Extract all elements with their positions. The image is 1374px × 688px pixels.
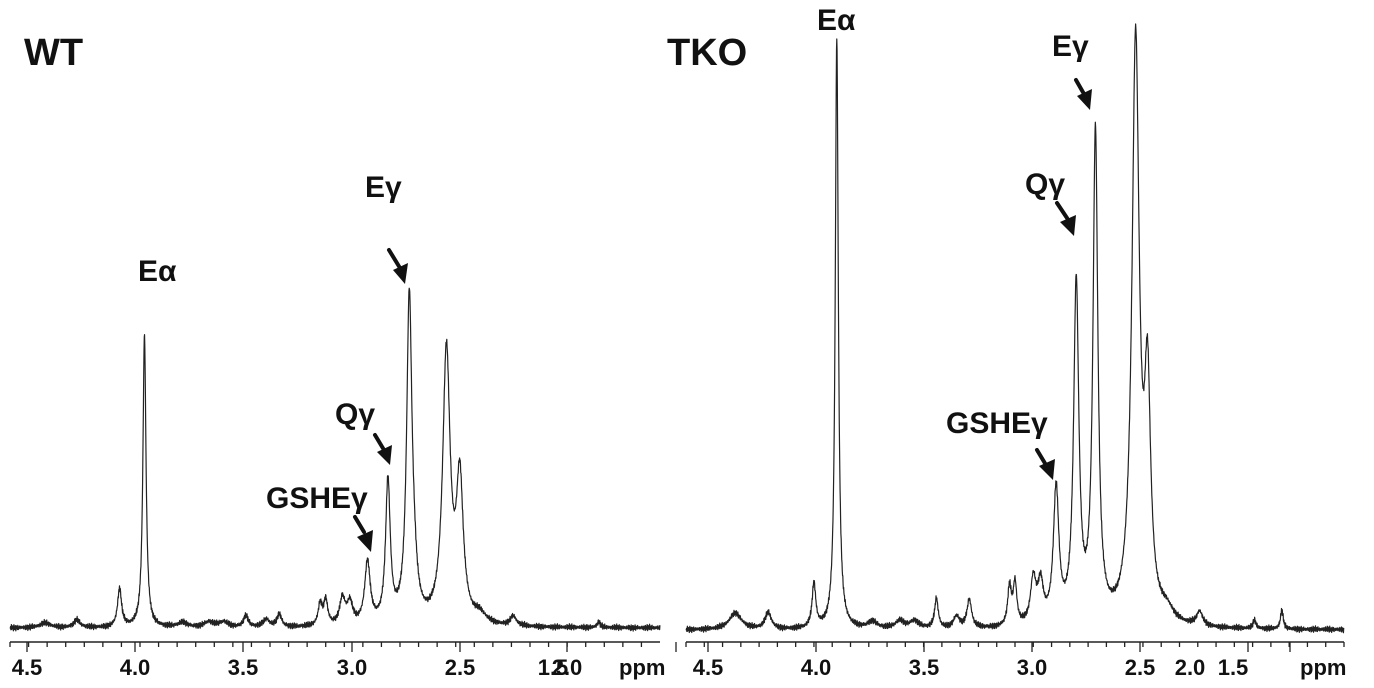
tko-tick-label: 2.5 bbox=[1125, 655, 1156, 680]
tko-tick-label: 4.0 bbox=[801, 655, 832, 680]
tko-label-q-gamma: Qγ bbox=[1025, 168, 1065, 201]
tko-tick-label: 1.5 bbox=[1218, 655, 1249, 680]
wt-panel-title: WT bbox=[24, 32, 83, 74]
tko-panel: TKO 4.5 4.0 3.5 3.0 2.5 2.0 1.5 ppm Eα E… bbox=[667, 4, 1346, 680]
wt-x-axis-unit: ppm bbox=[619, 655, 665, 680]
tko-arrow-gshe-gamma bbox=[1035, 448, 1055, 480]
tko-label-e-alpha: Eα bbox=[817, 4, 856, 37]
tko-tick-label: 3.5 bbox=[909, 655, 940, 680]
wt-arrow-q-gamma bbox=[373, 433, 392, 465]
wt-tick-label: 4.5 bbox=[12, 655, 43, 680]
tko-tick-label: 4.5 bbox=[693, 655, 724, 680]
wt-label-e-alpha: Eα bbox=[138, 255, 177, 288]
wt-spectrum-line bbox=[9, 287, 661, 632]
tko-arrow-q-gamma bbox=[1055, 201, 1076, 236]
wt-tick-label: 4.0 bbox=[120, 655, 151, 680]
wt-minor-ticks bbox=[9, 642, 643, 647]
tko-x-axis-unit: ppm bbox=[1300, 655, 1346, 680]
tko-tick-label: 3.0 bbox=[1017, 655, 1048, 680]
wt-tick-label: 2.5 bbox=[445, 655, 476, 680]
wt-arrow-e-gamma bbox=[387, 248, 408, 284]
wt-tick-label: 2.0 bbox=[552, 655, 583, 680]
wt-tick-label: 1.5 bbox=[538, 655, 569, 680]
tko-minor-ticks bbox=[685, 642, 1345, 647]
wt-tick-label: 3.0 bbox=[337, 655, 368, 680]
tko-tick-label: 2.0 bbox=[1175, 655, 1206, 680]
tko-label-e-gamma: Eγ bbox=[1052, 30, 1089, 63]
tko-label-gshe-gamma: GSHEγ bbox=[946, 407, 1048, 440]
tko-arrow-e-gamma bbox=[1074, 78, 1092, 110]
wt-tick-label: 3.5 bbox=[228, 655, 259, 680]
tko-spectrum-line bbox=[685, 23, 1345, 634]
wt-panel: WT 4.5 4.0 3.5 3.0 2.5 2.0 1.5 ppm Eα Eγ… bbox=[9, 32, 677, 680]
wt-label-gshe-gamma: GSHEγ bbox=[266, 482, 368, 515]
wt-arrow-gshe-gamma bbox=[353, 515, 373, 552]
wt-label-e-gamma: Eγ bbox=[365, 171, 402, 204]
wt-label-q-gamma: Qγ bbox=[335, 398, 375, 431]
tko-panel-title: TKO bbox=[667, 32, 747, 74]
